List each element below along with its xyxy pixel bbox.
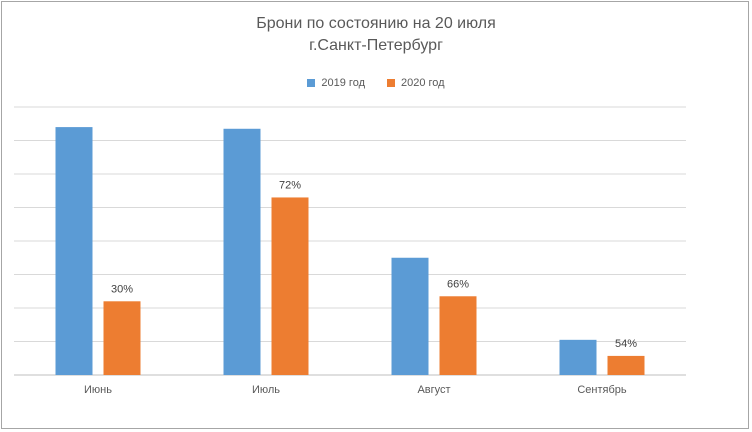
x-tick-label-1: Июнь	[84, 384, 112, 396]
legend-swatch-2020	[387, 79, 395, 87]
x-tick-label-2: Июль	[252, 384, 280, 396]
bar-2019-4	[559, 339, 597, 375]
bar-2020-3	[439, 296, 477, 375]
bar-2020-1	[103, 301, 141, 375]
data-label-3: 66%	[447, 278, 469, 290]
legend-label-2019: 2019 год	[321, 77, 365, 89]
bar-2019-3	[391, 257, 429, 375]
chart-legend: 2019 год 2020 год	[0, 77, 752, 89]
bar-2020-4	[607, 355, 645, 375]
legend-label-2020: 2020 год	[401, 77, 445, 89]
bar-2019-2	[223, 128, 261, 375]
chart-subtitle: г.Санкт-Петербург	[309, 37, 443, 54]
bar-2019-1	[55, 127, 93, 375]
data-label-1: 30%	[111, 283, 133, 295]
legend-item-2020: 2020 год	[387, 77, 445, 89]
bar-2020-2	[271, 197, 309, 375]
legend-item-2019: 2019 год	[307, 77, 365, 89]
legend-swatch-2019	[307, 79, 316, 87]
x-tick-label-4: Сентябрь	[577, 384, 627, 396]
chart-title: Брони по состоянию на 20 июля	[256, 15, 496, 32]
data-label-4: 54%	[615, 338, 637, 350]
x-tick-label-3: Август	[417, 384, 450, 396]
data-label-2: 72%	[279, 179, 301, 191]
